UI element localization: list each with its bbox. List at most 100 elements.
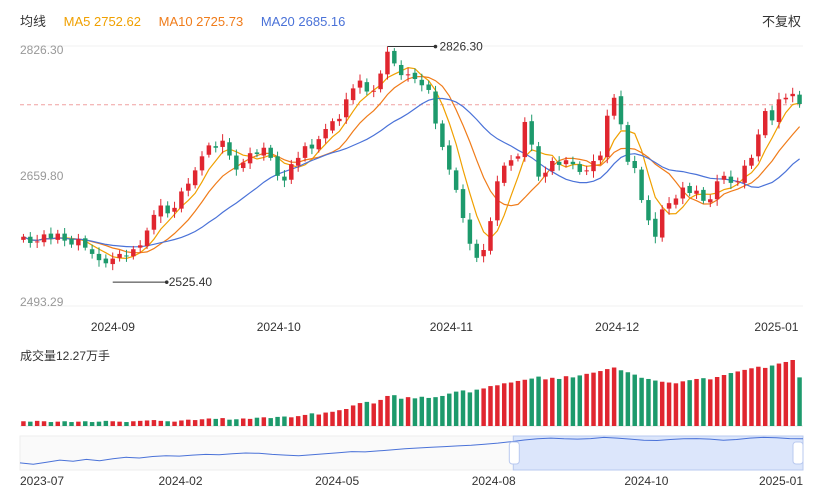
candle-body [447,145,452,170]
volume-bar [673,383,679,426]
candle-body [378,73,383,90]
candle-body [55,233,61,240]
volume-bar [419,396,425,426]
candle-body [694,190,699,194]
volume-bar [69,422,74,426]
candle-body [337,118,342,122]
candle-body [103,258,109,264]
legend-ma5[interactable]: MA5 2752.62 [63,14,141,29]
candle-body [124,255,129,257]
candle-body [316,139,322,150]
volume-bar [21,421,26,426]
volume-bar [179,420,184,426]
volume-bar [701,378,706,426]
legend-ma20[interactable]: MA20 2685.16 [260,14,346,29]
volume-bar [467,392,473,426]
volume-bar [481,388,486,426]
volume-bar [488,386,493,426]
candle-body [426,84,431,90]
volume-bar [350,405,356,426]
candle-body [659,209,665,238]
volume-bar [728,373,734,426]
volume-bar [192,420,198,426]
candle-body [721,175,727,180]
candle-body [165,205,170,214]
volume-bar [598,371,603,426]
candle-body [501,165,507,183]
volume-bar [364,401,370,426]
volume-bar [48,422,54,426]
max-annotation: 2826.30 [439,40,483,54]
candle-body [240,162,246,169]
candle-body [708,199,713,203]
volume-bar [405,397,411,426]
candle-body [199,156,205,171]
volume-bar [247,418,253,426]
volume-bar [330,411,335,426]
navigator-handle-right[interactable] [792,441,804,465]
candle-body [749,157,754,166]
candle-body [563,160,569,165]
volume-bar [275,416,280,426]
volume-bar [302,414,308,426]
candle-body [632,161,637,169]
navigator-selection [512,435,804,471]
candle-body [488,221,493,251]
volume-bar [515,380,521,426]
candle-body [172,207,177,212]
navigator-tick-label: 2025-01 [759,474,803,488]
volume-bar [433,397,438,426]
adjust-toggle[interactable]: 不复权 [761,14,801,29]
volume-bar [460,390,466,426]
navigator-tick-label: 2024-02 [158,474,202,488]
volume-bar [234,419,239,426]
volume-bar [151,420,157,426]
candle-body [392,50,397,64]
volume-bar [206,418,212,426]
volume-bar [213,418,218,426]
candle-body [522,121,528,158]
volume-bar [659,381,665,426]
volume-bar [474,389,479,426]
navigator-line [19,436,804,465]
volume-bar [495,385,500,426]
candle-body [673,198,679,205]
volume-bar [117,421,122,426]
candle-body [398,64,404,76]
volume-bar [447,393,452,426]
volume-bar [756,366,761,426]
volume-bar [41,421,47,426]
candle-body [639,169,644,201]
candle-body [611,97,617,116]
candle-body [302,146,308,158]
volume-bar [680,381,686,426]
candle-body [453,170,459,190]
volume-bar [137,420,143,426]
navigator-handle-left[interactable] [508,441,520,465]
volume-bar [186,419,191,426]
volume-bar [783,361,789,426]
legend-ma10[interactable]: MA10 2725.73 [158,14,244,29]
volume-bar [316,414,322,426]
volume-bar [563,376,569,426]
candle-body [48,233,54,239]
candle-body [158,205,164,217]
volume-bar [240,418,246,426]
candle-body [364,82,370,92]
candle-body [83,238,88,248]
volume-bar [742,369,747,426]
volume-bar [371,403,376,426]
volume-bar [453,391,459,426]
volume-bar [694,378,699,426]
candle-body [206,145,212,155]
volume-bar [309,413,315,426]
candle-body [282,176,287,181]
volume-bar [261,417,267,426]
candle-body [357,80,363,88]
volume-bar [83,421,88,426]
volume-bar [385,395,390,426]
volume-bar [790,360,795,426]
volume-bar [62,421,67,426]
candle-body [41,234,47,243]
